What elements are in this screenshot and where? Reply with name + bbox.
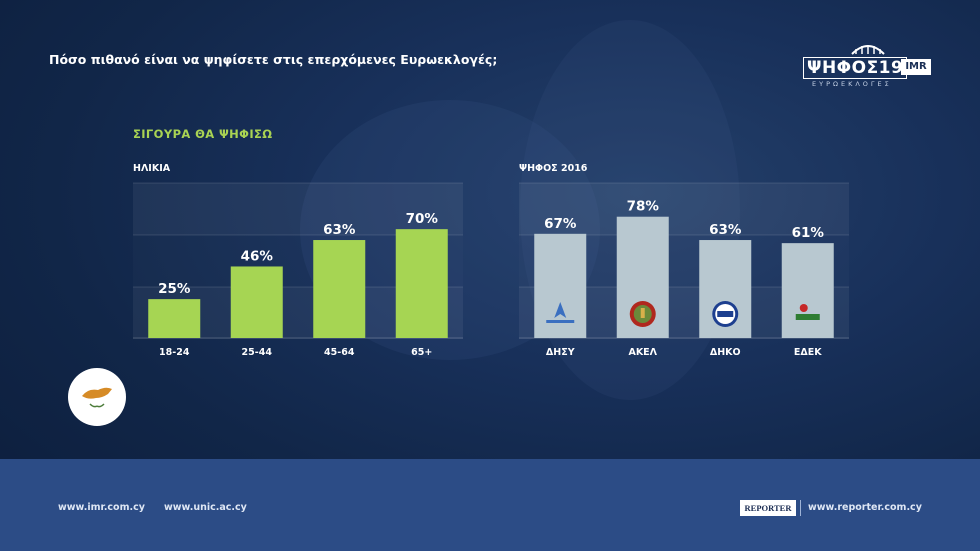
parliament-icon: [851, 45, 885, 55]
disy-text-line: [546, 320, 575, 323]
data-label: 46%: [241, 248, 274, 264]
bar: [395, 229, 448, 338]
data-label: 67%: [544, 216, 577, 232]
psifos19-logo: ΨΗΦΟΣ19 IMR ΕΥΡΩΕΚΛΟΓΕΣ: [800, 38, 932, 88]
akel-logo-mark: [629, 301, 656, 327]
imr-link[interactable]: www.imr.com.cy: [58, 502, 145, 513]
party-chart-title: ΨΗΦΟΣ 2016: [519, 163, 588, 174]
grid-band: [519, 183, 849, 235]
tick-label: ΔΗΚΟ: [710, 347, 741, 358]
tick-label: ΕΔΕΚ: [794, 347, 822, 358]
footer-bar: [0, 459, 980, 551]
bar: [148, 299, 201, 338]
bar: [230, 266, 283, 338]
tick-label: ΑΚΕΛ: [628, 347, 657, 358]
data-label: 61%: [792, 225, 825, 241]
unic-link[interactable]: www.unic.ac.cy: [164, 502, 247, 513]
footer-divider: [800, 500, 801, 516]
disy-figure: [554, 302, 567, 318]
logo-subtitle: ΕΥΡΩΕΚΛΟΓΕΣ: [812, 80, 892, 88]
data-label: 25%: [158, 281, 191, 297]
data-label: 78%: [627, 199, 660, 215]
data-label: 63%: [323, 222, 356, 238]
reporter-link[interactable]: www.reporter.com.cy: [808, 502, 922, 513]
age-chart: 25% 18-24 46% 25-44 63% 45-64 70% 65+: [133, 182, 463, 358]
bar: [781, 243, 834, 338]
diko-logo-mark: [712, 301, 739, 327]
cyprus-flag-icon: [82, 387, 112, 408]
tick-label: 45-64: [324, 347, 355, 358]
data-label: 70%: [406, 211, 439, 227]
tick-label: 25-44: [242, 347, 273, 358]
akel-emblem: [640, 308, 645, 318]
age-chart-title: ΗΛΙΚΙΑ: [133, 163, 171, 174]
cyprus-flag: [68, 368, 126, 426]
party-chart: 67% ΔΗΣΥ 78% ΑΚΕΛ 63% ΔΗΚΟ 61% ΕΔΕΚ: [519, 182, 849, 358]
tick-label: ΔΗΣΥ: [546, 347, 575, 358]
edek-text-band: [795, 314, 820, 320]
reporter-logo: REPORTER: [740, 500, 796, 516]
diko-text-band: [717, 311, 734, 317]
data-label: 63%: [709, 222, 742, 238]
section-title: ΣΙΓΟΥΡΑ ΘΑ ΨΗΦΙΣΩ: [133, 127, 273, 141]
tick-label: 18-24: [159, 347, 190, 358]
disy-logo-mark: [546, 302, 575, 323]
edek-rose: [799, 304, 808, 312]
bar: [313, 240, 366, 338]
tick-label: 65+: [411, 347, 432, 358]
imr-logo: IMR: [901, 59, 931, 75]
edek-logo-mark: [795, 304, 820, 320]
logo-title: ΨΗΦΟΣ19: [803, 57, 908, 79]
grid-band: [133, 183, 463, 235]
question-title: Πόσο πιθανό είναι να ψηφίσετε στις επερχ…: [49, 52, 498, 67]
